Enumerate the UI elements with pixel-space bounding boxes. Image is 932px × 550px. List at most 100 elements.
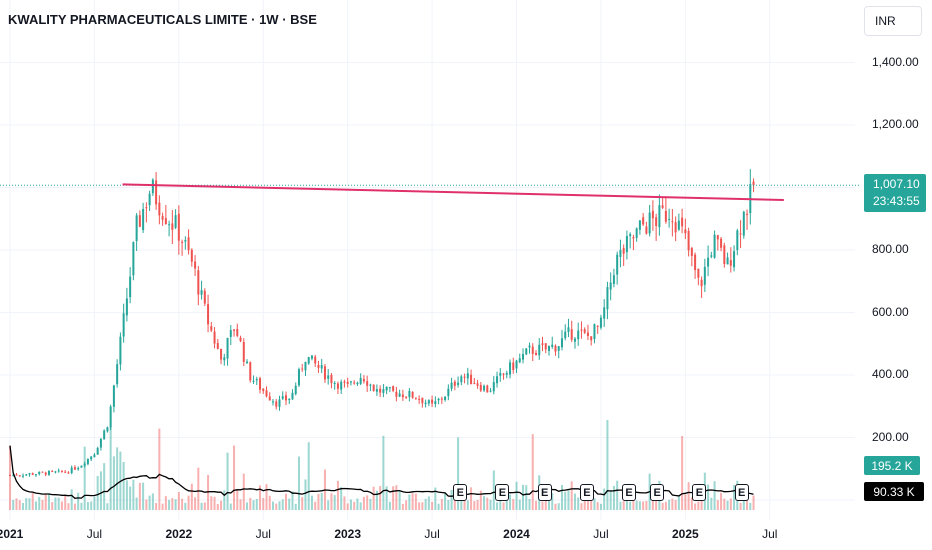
candle-body [411,391,414,398]
candle-body [362,379,365,382]
candle-body [145,207,148,209]
volume-bar [625,493,628,510]
candle-body [573,338,576,342]
candle-body [8,474,12,476]
volume-bar [525,485,528,510]
candle-body [262,388,265,392]
volume-bar [395,485,398,510]
volume-bar [483,496,486,510]
candle-body [596,325,599,327]
candle-body [349,381,352,383]
candle-body [259,378,262,390]
candle-body [369,384,372,386]
volume-bar [612,485,615,510]
candle-body [690,247,693,256]
candle-body [677,220,680,230]
volume-bar [330,493,333,510]
volume-bar [181,498,184,510]
candle-body [15,474,18,476]
candle-body [275,401,278,407]
candle-body [547,345,550,351]
volume-bar [246,502,249,510]
volume-bar [174,499,177,510]
currency-selector[interactable]: INR [864,6,922,36]
candle-body [694,254,697,271]
volume-bar [593,498,596,510]
earnings-marker-icon[interactable]: E [453,484,468,501]
earnings-marker-icon[interactable]: E [734,484,749,501]
last-price-value: 1,007.10 [873,177,920,191]
candle-body [551,344,554,347]
volume-bar [684,494,687,510]
volume-bar [375,490,378,510]
earnings-marker-icon[interactable]: E [692,484,707,501]
candle-body [226,337,229,359]
volume-bar [80,502,83,510]
candle-body [681,217,684,227]
volume-bar [64,494,67,510]
volume-bar [213,496,216,510]
candle-body [486,385,489,393]
volume-bar [492,470,495,510]
volume-bar [262,497,265,510]
time-axis-label: Jul [424,527,440,541]
candle-body [73,467,76,470]
volume-bar [359,502,362,510]
volume-bar [379,486,382,510]
candle-body [629,234,632,237]
candle-body [457,382,460,385]
earnings-marker-icon[interactable]: E [495,484,510,501]
volume-bar [135,497,138,510]
candle-body [356,382,359,385]
candle-body [398,393,401,397]
candle-body [129,276,132,298]
volume-bar [690,497,693,510]
candle-body [723,245,726,265]
volume-bar [398,491,401,510]
candle-body [658,205,661,228]
candle-body [492,382,495,392]
candle-body [207,304,210,325]
volume-bar [366,495,369,510]
volume-bar [752,495,755,510]
candle-body [414,397,417,399]
candle-body [742,211,745,236]
candle-body [51,471,54,473]
volume-bar [388,501,391,510]
candle-body [336,383,339,389]
candle-body [580,329,583,331]
volume-bar [512,498,515,510]
candle-body [330,374,333,384]
volume-bar [421,502,424,510]
earnings-marker-icon[interactable]: E [622,484,637,501]
candle-body [473,382,476,384]
earnings-marker-icon[interactable]: E [537,484,552,501]
volume-bar [275,503,278,510]
volume-bar [255,499,258,510]
candle-body [320,365,323,369]
volume-bar [424,498,427,510]
volume-bar [142,482,145,510]
volume-bar [333,495,336,510]
volume-bar [440,498,443,510]
volume-bar [161,503,164,510]
volume-bar [655,495,658,510]
volume-bar [444,492,447,510]
candle-body [674,222,677,233]
earnings-marker-icon[interactable]: E [579,484,594,501]
candle-body [203,290,206,304]
volume-bar [570,481,573,510]
volume-bar [580,503,583,510]
volume-bar [288,498,291,510]
earnings-marker-icon[interactable]: E [650,484,665,501]
candle-body [499,372,502,376]
candle-body [531,346,534,354]
volume-bar [223,490,226,510]
candle-body [635,228,638,238]
candle-body [518,358,521,363]
candle-body [181,241,184,243]
candle-body [99,438,102,448]
candle-body [483,385,486,391]
candle-body [593,324,596,340]
